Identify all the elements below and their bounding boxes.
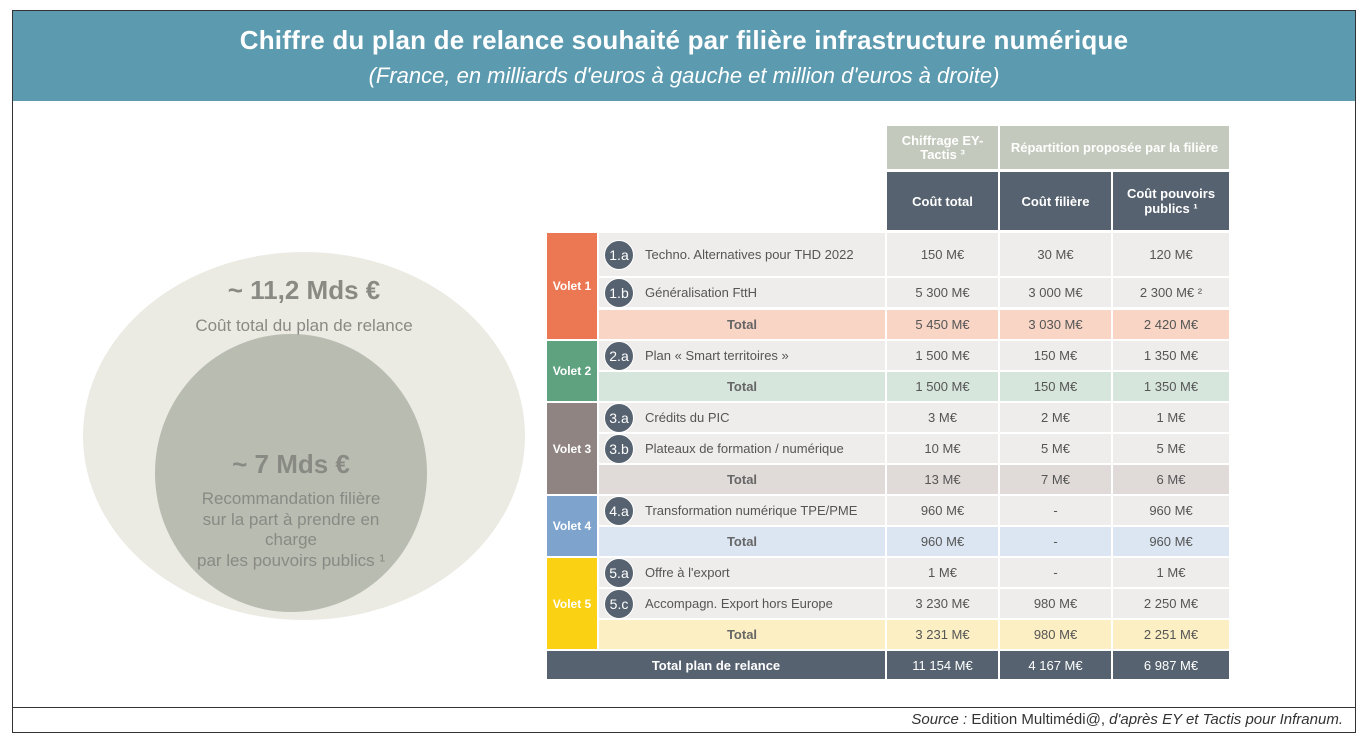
- header-cout-filiere: Coût filière: [1000, 172, 1111, 230]
- chart-subtitle: (France, en milliards d'euros à gauche e…: [368, 63, 1000, 88]
- item-code-badge: 1.b: [604, 277, 634, 308]
- figure-frame: Chiffre du plan de relance souhaité par …: [12, 10, 1356, 733]
- row-cout-filiere: 5 M€: [1000, 434, 1111, 463]
- grand-total-cout-filiere: 4 167 M€: [1000, 651, 1111, 679]
- row-cout-filiere: -: [1000, 558, 1111, 587]
- item-code-badge: 1.a: [604, 239, 634, 270]
- row-cout-pouvoirs: 1 M€: [1113, 558, 1229, 587]
- volet-total-cout-total: 5 450 M€: [887, 310, 998, 339]
- volet-total-label: Total: [599, 620, 885, 649]
- volet-total-cout-total: 960 M€: [887, 527, 998, 556]
- inner-label-line: par les pouvoirs publics ¹: [196, 550, 386, 570]
- inner-circle-label: Recommandation filière sur la part à pre…: [155, 489, 427, 571]
- item-code-badge: 3.b: [604, 433, 634, 464]
- header-cout-total: Coût total: [887, 172, 998, 230]
- row-cout-filiere: 30 M€: [1000, 233, 1111, 276]
- source-publisher: Edition Multimédi@,: [967, 711, 1105, 728]
- item-code-badge: 2.a: [604, 340, 634, 371]
- row-cout-pouvoirs: 1 350 M€: [1113, 341, 1229, 370]
- header-banner: Chiffre du plan de relance souhaité par …: [13, 11, 1355, 101]
- header-repartition: Répartition proposée par la filière: [1000, 126, 1229, 169]
- row-description: Plan « Smart territoires »: [599, 341, 885, 370]
- volet-label: Volet 5: [547, 558, 597, 649]
- volet-total-cout-total: 3 231 M€: [887, 620, 998, 649]
- volet-total-cout-filiere: 7 M€: [1000, 465, 1111, 494]
- grand-total-cout-total: 11 154 M€: [887, 651, 998, 679]
- row-cout-total: 960 M€: [887, 496, 998, 525]
- inner-circle: [155, 334, 427, 612]
- volet-label: Volet 4: [547, 496, 597, 556]
- inner-label-line: sur la part à prendre en: [202, 509, 380, 529]
- row-cout-total: 3 230 M€: [887, 589, 998, 618]
- row-description: Plateaux de formation / numérique: [599, 434, 885, 463]
- row-description: Techno. Alternatives pour THD 2022: [599, 233, 885, 276]
- row-cout-total: 150 M€: [887, 233, 998, 276]
- volet-total-cout-filiere: 980 M€: [1000, 620, 1111, 649]
- volet-total-label: Total: [599, 527, 885, 556]
- volet-total-cout-pouvoirs: 1 350 M€: [1113, 372, 1229, 401]
- grand-total-cout-pouvoirs: 6 987 M€: [1113, 651, 1229, 679]
- row-cout-total: 1 M€: [887, 558, 998, 587]
- grand-total-label: Total plan de relance: [547, 651, 885, 679]
- volet-total-cout-pouvoirs: 2 251 M€: [1113, 620, 1229, 649]
- volet-total-cout-filiere: -: [1000, 527, 1111, 556]
- row-cout-filiere: 980 M€: [1000, 589, 1111, 618]
- volet-total-cout-filiere: 3 030 M€: [1000, 310, 1111, 339]
- inner-label-line: charge: [265, 530, 317, 549]
- row-description: Crédits du PIC: [599, 403, 885, 432]
- volet-total-cout-pouvoirs: 6 M€: [1113, 465, 1229, 494]
- source-line: Source : Edition Multimédi@, d'après EY …: [13, 707, 1355, 734]
- volet-total-cout-filiere: 150 M€: [1000, 372, 1111, 401]
- volet-total-label: Total: [599, 310, 885, 339]
- source-suffix: d'après EY et Tactis pour Infranum.: [1105, 711, 1343, 728]
- row-cout-total: 1 500 M€: [887, 341, 998, 370]
- volet-total-cout-pouvoirs: 2 420 M€: [1113, 310, 1229, 339]
- row-description: Offre à l'export: [599, 558, 885, 587]
- row-cout-pouvoirs: 5 M€: [1113, 434, 1229, 463]
- row-cout-filiere: -: [1000, 496, 1111, 525]
- outer-circle-label: Coût total du plan de relance: [195, 316, 413, 335]
- header-chiffrage: Chiffrage EY- Tactis ³: [887, 126, 998, 169]
- row-cout-total: 10 M€: [887, 434, 998, 463]
- volet-label: Volet 2: [547, 341, 597, 401]
- volet-label: Volet 1: [547, 233, 597, 339]
- item-code-badge: 3.a: [604, 402, 634, 433]
- row-cout-filiere: 3 000 M€: [1000, 278, 1111, 307]
- row-description: Accompagn. Export hors Europe: [599, 589, 885, 618]
- item-code-badge: 5.a: [604, 557, 634, 588]
- row-cout-filiere: 2 M€: [1000, 403, 1111, 432]
- chart-title: Chiffre du plan de relance souhaité par …: [239, 25, 1129, 55]
- item-code-badge: 5.c: [604, 588, 634, 619]
- row-description: Transformation numérique TPE/PME: [599, 496, 885, 525]
- header-cout-pouvoirs: Coût pouvoirs publics ¹: [1113, 172, 1229, 230]
- row-cout-pouvoirs: 960 M€: [1113, 496, 1229, 525]
- outer-circle-value: ~ 11,2 Mds €: [227, 275, 381, 305]
- volet-total-cout-total: 13 M€: [887, 465, 998, 494]
- inner-circle-value: ~ 7 Mds €: [232, 449, 350, 479]
- row-description: Généralisation FttH: [599, 278, 885, 307]
- row-cout-total: 3 M€: [887, 403, 998, 432]
- item-code-badge: 4.a: [604, 495, 634, 526]
- row-cout-pouvoirs: 2 250 M€: [1113, 589, 1229, 618]
- row-cout-pouvoirs: 2 300 M€ ²: [1113, 278, 1229, 307]
- volet-label: Volet 3: [547, 403, 597, 494]
- source-prefix: Source :: [911, 711, 968, 728]
- inner-label-line: Recommandation filière: [201, 489, 381, 508]
- volet-total-cout-pouvoirs: 960 M€: [1113, 527, 1229, 556]
- row-cout-pouvoirs: 1 M€: [1113, 403, 1229, 432]
- row-cout-pouvoirs: 120 M€: [1113, 233, 1229, 276]
- volet-total-cout-total: 1 500 M€: [887, 372, 998, 401]
- volet-total-label: Total: [599, 372, 885, 401]
- volet-total-label: Total: [599, 465, 885, 494]
- row-cout-total: 5 300 M€: [887, 278, 998, 307]
- row-cout-filiere: 150 M€: [1000, 341, 1111, 370]
